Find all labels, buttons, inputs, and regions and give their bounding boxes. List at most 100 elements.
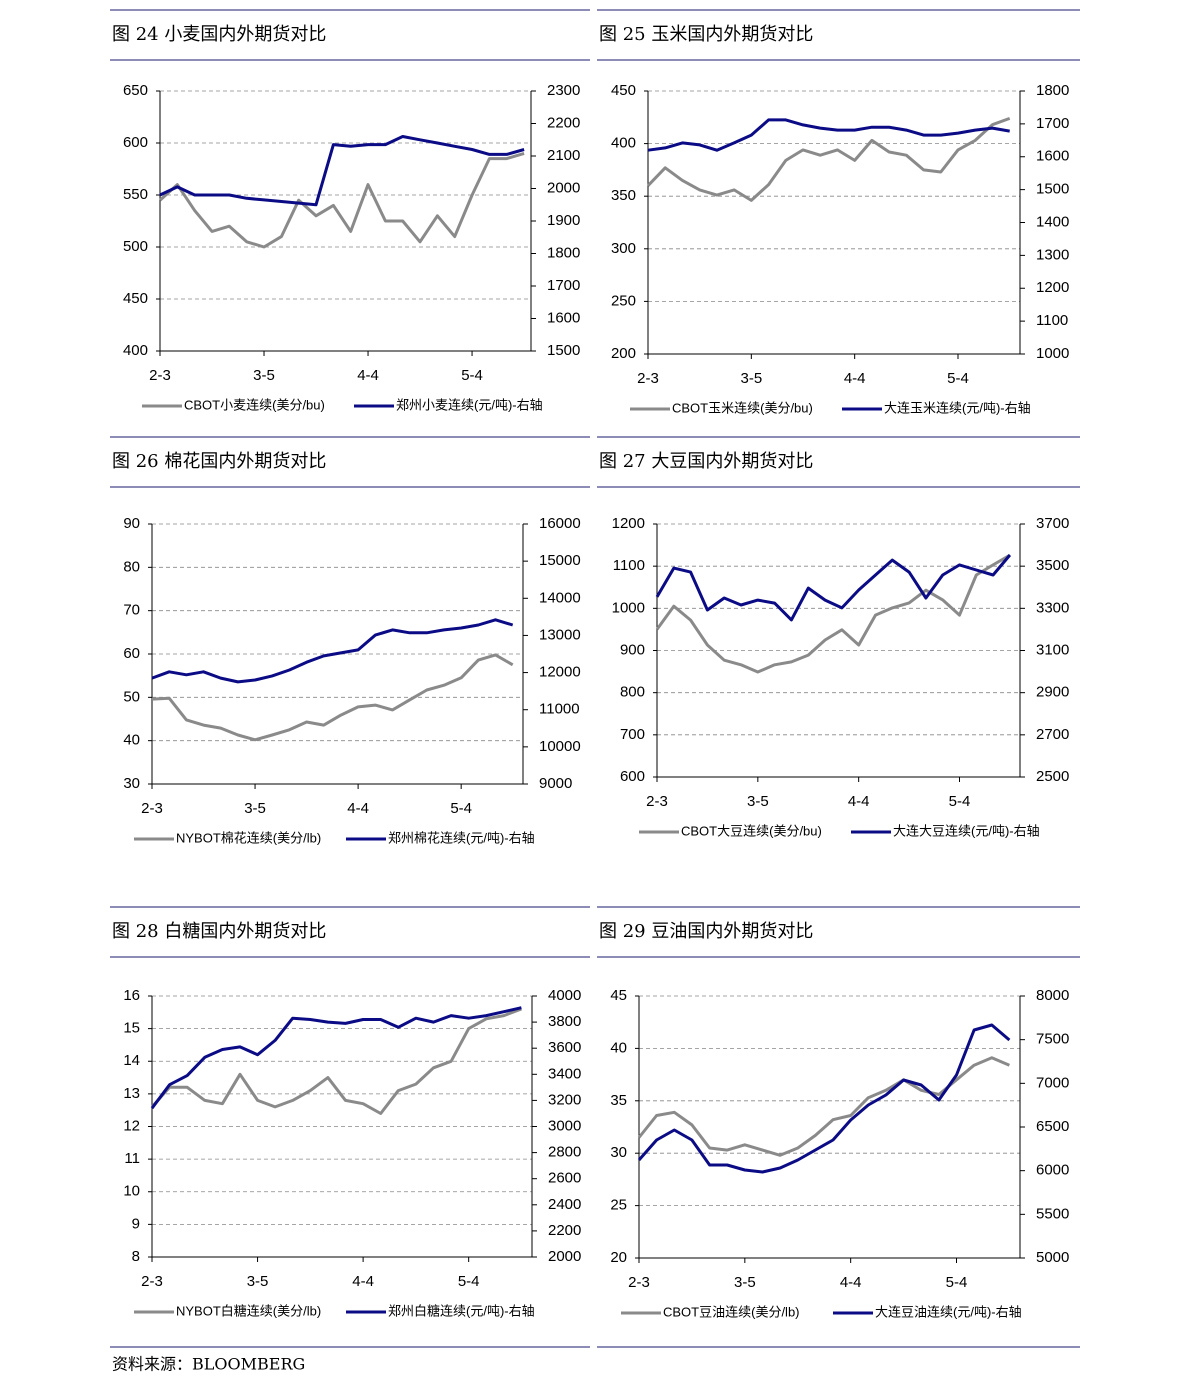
y-tick-label: 800 xyxy=(620,684,645,701)
x-tick-label: 3-5 xyxy=(253,367,275,384)
series-line xyxy=(637,1056,1010,1157)
y2-tick-label: 12000 xyxy=(539,664,581,681)
y2-tick-label: 2300 xyxy=(547,82,580,99)
legend-label: NYBOT棉花连续(美分/lb) xyxy=(176,830,321,845)
y2-tick-label: 2000 xyxy=(548,1248,581,1265)
y2-tick-label: 1900 xyxy=(547,212,580,229)
y-tick-label: 12 xyxy=(123,1117,140,1134)
y2-tick-label: 10000 xyxy=(539,738,581,755)
y2-tick-label: 7000 xyxy=(1036,1074,1069,1091)
y-tick-label: 30 xyxy=(123,775,140,792)
y-tick-label: 350 xyxy=(611,187,636,204)
y2-tick-label: 5500 xyxy=(1036,1205,1069,1222)
series-line xyxy=(151,653,514,742)
y2-tick-label: 1800 xyxy=(1036,82,1069,99)
y2-tick-label: 3000 xyxy=(548,1117,581,1134)
x-tick-label: 5-4 xyxy=(461,367,483,384)
y-tick-label: 13 xyxy=(123,1085,140,1102)
y-tick-label: 15 xyxy=(123,1020,140,1037)
x-tick-label: 3-5 xyxy=(247,1273,269,1290)
y-tick-label: 200 xyxy=(611,345,636,362)
y2-tick-label: 13000 xyxy=(539,626,581,643)
legend-label: 郑州棉花连续(元/吨)-右轴 xyxy=(388,830,535,845)
legend-label: 郑州小麦连续(元/吨)-右轴 xyxy=(396,397,543,412)
y-tick-label: 30 xyxy=(610,1144,627,1161)
y-tick-label: 9 xyxy=(132,1215,140,1232)
y2-tick-label: 6000 xyxy=(1036,1162,1069,1179)
series-line xyxy=(150,1006,522,1110)
x-tick-label: 2-3 xyxy=(141,800,163,817)
legend-label: 大连豆油连续(元/吨)-右轴 xyxy=(875,1304,1022,1319)
y2-tick-label: 1400 xyxy=(1036,213,1069,230)
chart-title: 图 26 棉花国内外期货对比 xyxy=(112,451,326,472)
y2-tick-label: 3600 xyxy=(548,1039,581,1056)
chart-title: 图 29 豆油国内外期货对比 xyxy=(599,921,813,942)
y-tick-label: 600 xyxy=(123,134,148,151)
x-tick-label: 5-4 xyxy=(946,1274,968,1291)
series-line xyxy=(159,135,525,207)
x-tick-label: 5-4 xyxy=(949,793,971,810)
series-line xyxy=(150,1007,522,1115)
series-line xyxy=(655,553,1011,674)
y2-tick-label: 3200 xyxy=(548,1091,581,1108)
y2-tick-label: 7500 xyxy=(1036,1031,1069,1048)
y-tick-label: 20 xyxy=(610,1249,627,1266)
x-tick-label: 5-4 xyxy=(947,370,969,387)
y2-tick-label: 16000 xyxy=(539,515,581,532)
y2-tick-label: 2000 xyxy=(547,179,580,196)
source-note: 资料来源：BLOOMBERG xyxy=(112,1355,305,1374)
y-tick-label: 900 xyxy=(620,641,645,658)
y2-tick-label: 1300 xyxy=(1036,246,1069,263)
y-tick-label: 450 xyxy=(611,82,636,99)
y-tick-label: 50 xyxy=(123,688,140,705)
y-tick-label: 400 xyxy=(123,342,148,359)
y-tick-label: 80 xyxy=(123,558,140,575)
y2-tick-label: 2600 xyxy=(548,1170,581,1187)
y2-tick-label: 2500 xyxy=(1036,768,1069,785)
chart-title: 图 27 大豆国内外期货对比 xyxy=(599,451,813,472)
y2-tick-label: 2200 xyxy=(548,1222,581,1239)
y2-tick-label: 2700 xyxy=(1036,726,1069,743)
x-tick-label: 4-4 xyxy=(352,1273,374,1290)
y2-tick-label: 9000 xyxy=(539,775,572,792)
y-tick-label: 35 xyxy=(610,1092,627,1109)
x-tick-label: 4-4 xyxy=(848,793,870,810)
series-line xyxy=(151,618,514,684)
y2-tick-label: 8000 xyxy=(1036,987,1069,1004)
chart-title: 图 24 小麦国内外期货对比 xyxy=(112,24,326,45)
legend-label: CBOT小麦连续(美分/bu) xyxy=(184,397,325,412)
y2-tick-label: 5000 xyxy=(1036,1249,1069,1266)
y2-tick-label: 2800 xyxy=(548,1144,581,1161)
y2-tick-label: 2200 xyxy=(547,114,580,131)
y-tick-label: 60 xyxy=(123,645,140,662)
x-tick-label: 3-5 xyxy=(747,793,769,810)
y2-tick-label: 1000 xyxy=(1036,345,1069,362)
y-tick-label: 550 xyxy=(123,186,148,203)
y-tick-label: 90 xyxy=(123,515,140,532)
y-tick-label: 25 xyxy=(610,1197,627,1214)
y-tick-label: 45 xyxy=(610,987,627,1004)
y-tick-label: 400 xyxy=(611,135,636,152)
y2-tick-label: 1600 xyxy=(1036,148,1069,165)
y-tick-label: 40 xyxy=(610,1039,627,1056)
x-tick-label: 5-4 xyxy=(450,800,472,817)
x-tick-label: 5-4 xyxy=(458,1273,480,1290)
y-tick-label: 14 xyxy=(123,1052,140,1069)
y-tick-label: 600 xyxy=(620,768,645,785)
x-tick-label: 3-5 xyxy=(244,800,266,817)
y2-tick-label: 3500 xyxy=(1036,557,1069,574)
y-tick-label: 40 xyxy=(123,732,140,749)
y2-tick-label: 1800 xyxy=(547,244,580,261)
y2-tick-label: 14000 xyxy=(539,589,581,606)
y-tick-label: 300 xyxy=(611,240,636,257)
y2-tick-label: 1500 xyxy=(547,342,580,359)
y-tick-label: 11 xyxy=(124,1150,140,1167)
x-tick-label: 2-3 xyxy=(628,1274,650,1291)
y2-tick-label: 11000 xyxy=(539,701,580,718)
y2-tick-label: 1500 xyxy=(1036,181,1069,198)
legend-label: 大连玉米连续(元/吨)-右轴 xyxy=(884,400,1031,415)
y2-tick-label: 3800 xyxy=(548,1013,581,1030)
x-tick-label: 3-5 xyxy=(740,370,762,387)
chart-title: 图 25 玉米国内外期货对比 xyxy=(599,24,813,45)
